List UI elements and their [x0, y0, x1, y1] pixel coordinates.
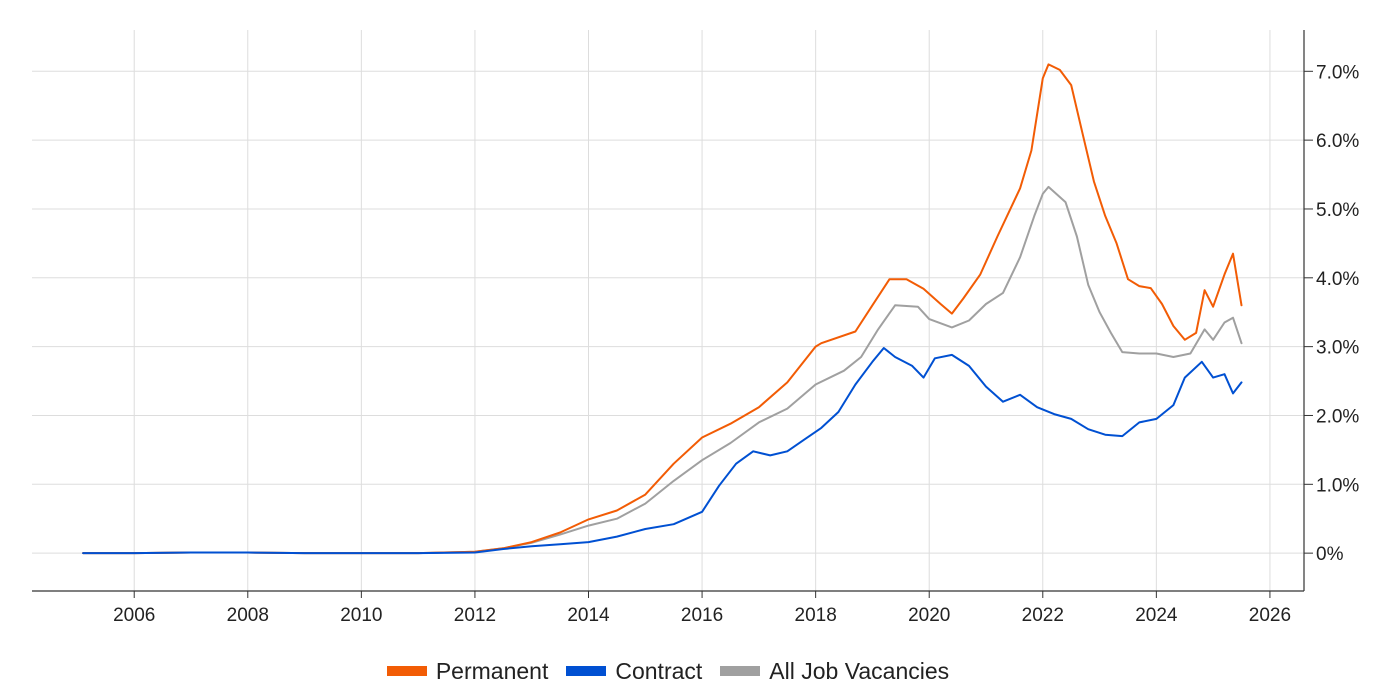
tick-labels: 2006 2008 2010 2012 2014 2016 2018 2020 2022 2024…	[113, 62, 1359, 626]
legend: Permanent Contract All Job Vacancies	[0, 656, 1336, 686]
gridlines	[32, 30, 1304, 591]
y-tick-label-4: 4.0%	[1316, 269, 1359, 290]
x-tick-label-2006: 2006	[113, 605, 155, 626]
legend-swatch-contract	[566, 666, 607, 676]
legend-swatch-all-job-vacancies	[720, 666, 761, 676]
y-tick-label-5: 5.0%	[1316, 200, 1359, 221]
y-tick-label-7: 7.0%	[1316, 62, 1359, 83]
x-tick-label-2016: 2016	[681, 605, 723, 626]
series-line-permanent	[82, 63, 1243, 555]
series-lines	[82, 63, 1243, 555]
y-tick-label-0: 0%	[1316, 544, 1344, 565]
series-line-contract	[82, 347, 1243, 555]
series-line-all-job-vacancies	[82, 185, 1243, 555]
x-tick-label-2008: 2008	[227, 605, 269, 626]
legend-swatch-permanent	[386, 666, 427, 676]
x-tick-label-2010: 2010	[340, 605, 382, 626]
x-tick-label-2024: 2024	[1135, 605, 1178, 626]
x-tick-label-2026: 2026	[1249, 605, 1291, 626]
y-tick-label-3: 3.0%	[1316, 338, 1359, 359]
x-tick-label-2012: 2012	[454, 605, 496, 626]
legend-item-contract[interactable]: Contract	[566, 658, 702, 685]
y-tick-label-1: 1.0%	[1316, 475, 1359, 496]
x-tick-label-2022: 2022	[1022, 605, 1064, 626]
legend-label-contract: Contract	[615, 657, 703, 684]
x-tick-label-2018: 2018	[795, 605, 837, 626]
legend-item-permanent[interactable]: Permanent	[386, 657, 549, 685]
axes	[32, 30, 1313, 598]
line-chart: 2006 2008 2010 2012 2014 2016 2018 2020 2022 2024…	[32, 30, 1359, 626]
y-tick-label-6: 6.0%	[1316, 131, 1359, 152]
y-tick-label-2: 2.0%	[1316, 406, 1359, 427]
legend-item-all-job-vacancies[interactable]: All Job Vacancies	[720, 658, 949, 685]
legend-label-all-job-vacancies: All Job Vacancies	[769, 657, 950, 684]
x-tick-label-2014: 2014	[567, 605, 610, 626]
legend-label-permanent: Permanent	[435, 657, 549, 684]
x-tick-label-2020: 2020	[908, 605, 950, 626]
